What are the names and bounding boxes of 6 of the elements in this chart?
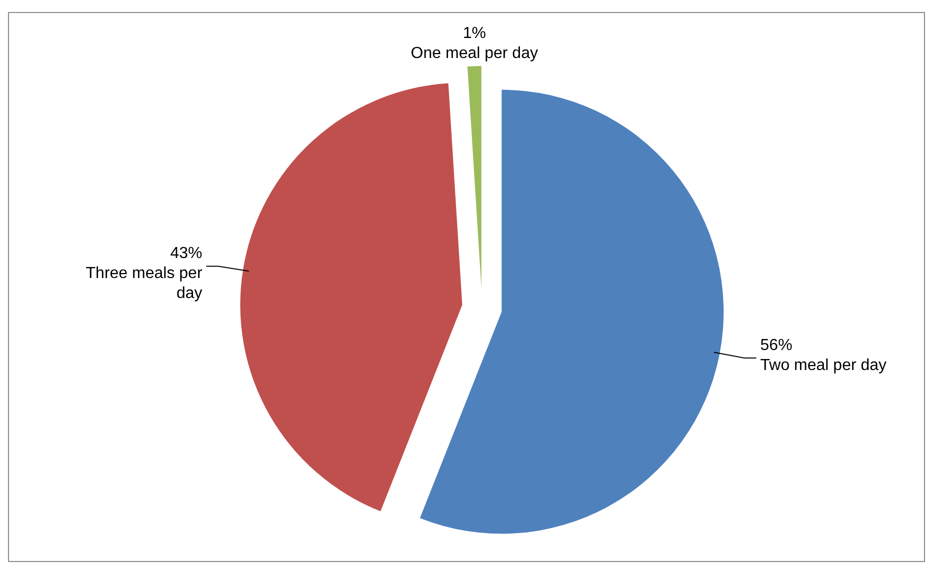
slice-label: Two meal per day <box>760 357 887 374</box>
data-label: 56% <box>760 337 792 354</box>
data-label: 1% <box>462 25 486 42</box>
slice-label: Three meals per day <box>86 265 203 302</box>
data-label: 43% <box>170 245 202 262</box>
slice-label: One meal per day <box>410 45 538 62</box>
